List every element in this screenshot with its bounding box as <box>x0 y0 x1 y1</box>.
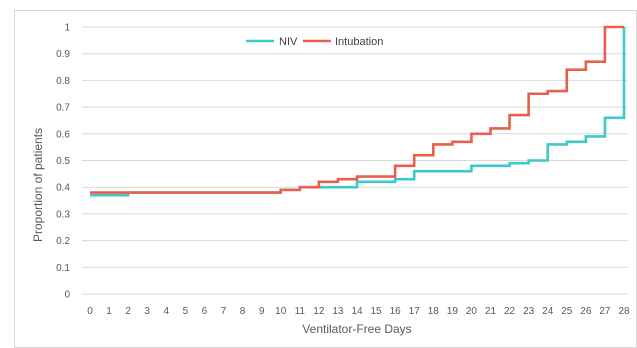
y-tick-label: 0.2 <box>56 236 70 247</box>
legend-label-niv: NIV <box>279 36 298 48</box>
x-tick-label: 12 <box>313 306 325 317</box>
x-tick-label: 16 <box>390 306 402 317</box>
x-tick-label: 9 <box>259 306 265 317</box>
x-tick-label: 26 <box>580 306 592 317</box>
x-tick-label: 19 <box>447 306 459 317</box>
x-tick-label: 17 <box>409 306 421 317</box>
x-tick-label: 18 <box>428 306 440 317</box>
x-tick-label: 0 <box>87 306 93 317</box>
x-tick-label: 8 <box>240 306 246 317</box>
chart-frame <box>14 10 637 348</box>
x-tick-label: 5 <box>183 306 189 317</box>
x-tick-label: 11 <box>295 306 306 317</box>
x-tick-label: 21 <box>485 306 497 317</box>
x-tick-label: 14 <box>351 306 363 317</box>
y-tick-label: 0.1 <box>56 263 70 274</box>
x-axis-title: Ventilator-Free Days <box>302 322 411 336</box>
y-tick-label: 0.8 <box>56 76 70 87</box>
x-tick-label: 15 <box>371 306 383 317</box>
x-tick-labels: 0 1 2 3 4 5 6 7 8 9 10 11 12 13 14 15 16 17 18 19 20 21 22 23 24… <box>87 306 630 317</box>
y-tick-label: 0.6 <box>56 129 70 140</box>
x-tick-label: 10 <box>275 306 287 317</box>
x-tick-label: 3 <box>144 306 150 317</box>
x-tick-label: 24 <box>542 306 554 317</box>
y-tick-label: 0.4 <box>56 183 70 194</box>
y-axis-title: Proportion of patients <box>31 128 45 242</box>
x-tick-label: 23 <box>523 306 535 317</box>
x-tick-label: 20 <box>466 306 478 317</box>
x-tick-label: 4 <box>164 306 170 317</box>
legend-label-intubation: Intubation <box>335 36 383 48</box>
legend: NIV Intubation <box>246 36 383 48</box>
y-tick-label: 0 <box>64 290 70 301</box>
y-tick-label: 0.7 <box>56 103 70 114</box>
y-tick-label: 0.9 <box>56 49 70 60</box>
series-line-niv <box>90 27 626 197</box>
y-tick-labels: 0 0.1 0.2 0.3 0.4 0.5 0.6 0.7 0.8 0.9 1 <box>56 23 70 301</box>
x-tick-label: 1 <box>106 306 112 317</box>
x-tick-label: 22 <box>504 306 516 317</box>
series-lines <box>90 25 626 197</box>
x-tick-label: 27 <box>599 306 611 317</box>
x-tick-label: 13 <box>332 306 344 317</box>
y-tick-label: 0.5 <box>56 156 70 167</box>
series-line-intubation <box>90 25 624 194</box>
x-tick-label: 25 <box>561 306 573 317</box>
y-tick-label: 1 <box>64 23 70 34</box>
x-tick-label: 2 <box>125 306 131 317</box>
x-tick-label: 7 <box>221 306 227 317</box>
y-tick-label: 0.3 <box>56 209 70 220</box>
x-tick-label: 6 <box>202 306 208 317</box>
x-tick-label: 28 <box>618 306 630 317</box>
